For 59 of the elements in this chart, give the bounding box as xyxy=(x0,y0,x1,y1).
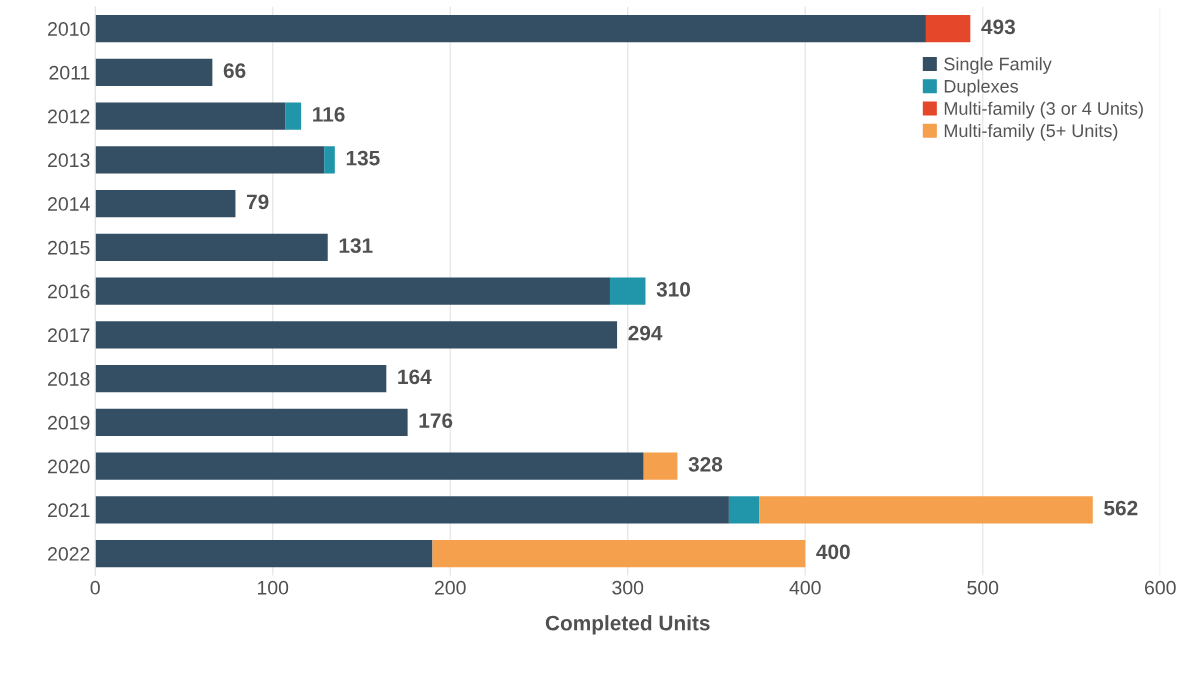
legend-label: Multi-family (3 or 4 Units) xyxy=(944,101,1143,119)
bar xyxy=(95,321,618,349)
x-tick-label: 600 xyxy=(1145,580,1176,595)
x-tick-label: 100 xyxy=(257,580,289,595)
y-tick-label: 2010 xyxy=(48,22,90,36)
y-tick-label: 2018 xyxy=(48,372,90,386)
total-label: 79 xyxy=(246,194,269,210)
bar xyxy=(95,365,387,393)
x-tick-label: 300 xyxy=(612,580,644,595)
bar xyxy=(95,58,213,86)
bar xyxy=(432,540,806,568)
bar xyxy=(925,15,971,43)
bar xyxy=(95,540,433,568)
bar xyxy=(95,233,328,261)
x-tick-label: 500 xyxy=(967,580,999,595)
bar xyxy=(95,452,644,480)
total-label: 66 xyxy=(223,63,246,78)
legend-label: Duplexes xyxy=(944,79,1018,97)
bar xyxy=(643,452,678,480)
y-tick-label: 2014 xyxy=(48,197,90,211)
y-tick-label: 2022 xyxy=(48,547,90,561)
bar xyxy=(95,190,236,218)
bar xyxy=(95,15,926,43)
x-tick-label: 200 xyxy=(434,580,466,595)
y-tick-label: 2011 xyxy=(49,65,90,80)
total-label: 135 xyxy=(346,150,380,166)
y-tick-label: 2013 xyxy=(48,153,90,168)
total-label: 400 xyxy=(816,544,850,560)
y-tick-label: 2012 xyxy=(48,109,90,124)
x-axis-title: Completed Units xyxy=(545,615,710,635)
total-label: 116 xyxy=(313,106,345,122)
bar xyxy=(609,277,646,305)
bar xyxy=(95,496,729,524)
total-label: 328 xyxy=(688,456,723,472)
y-tick-label: 2017 xyxy=(48,328,90,343)
y-tick-label: 2015 xyxy=(48,240,90,255)
total-label: 131 xyxy=(339,238,373,253)
total-label: 164 xyxy=(398,369,432,385)
legend-label: Single Family xyxy=(944,57,1052,74)
bar xyxy=(759,496,1093,524)
bar xyxy=(95,277,610,305)
total-label: 493 xyxy=(981,19,1015,35)
total-label: 310 xyxy=(656,281,691,297)
x-tick-label: 400 xyxy=(789,580,821,595)
bar xyxy=(324,146,335,174)
bar xyxy=(285,102,302,130)
bar xyxy=(95,146,325,174)
total-label: 176 xyxy=(419,413,453,428)
y-tick-label: 2021 xyxy=(48,503,90,518)
bar xyxy=(95,408,408,436)
bar xyxy=(728,496,760,524)
x-tick-label: 0 xyxy=(90,580,100,595)
y-tick-label: 2019 xyxy=(48,415,90,430)
y-tick-label: 2016 xyxy=(48,284,90,299)
total-label: 562 xyxy=(1104,500,1138,516)
bar xyxy=(95,102,286,130)
total-label: 294 xyxy=(628,325,663,341)
legend-label: Multi-family (5+ Units) xyxy=(944,123,1118,141)
y-tick-label: 2020 xyxy=(48,459,90,474)
